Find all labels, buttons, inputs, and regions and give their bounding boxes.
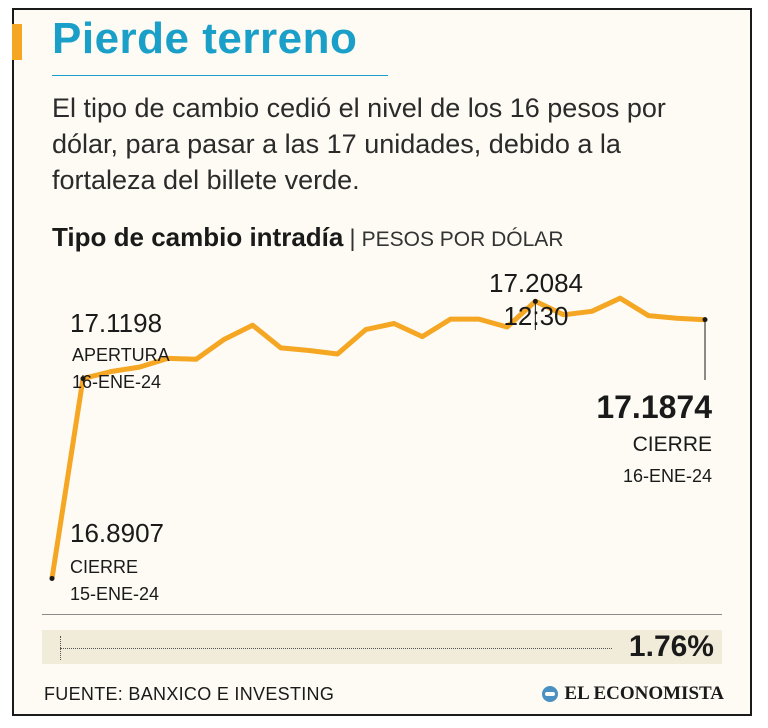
close-value-label: 17.1874 <box>596 389 712 425</box>
change-strip-dotted-line <box>60 648 612 649</box>
source-note: FUENTE: BANXICO E INVESTING <box>44 684 335 704</box>
close-caption-label: CIERRE <box>633 433 712 456</box>
title-accent-bar <box>12 24 22 60</box>
chart-baseline-rule <box>42 614 722 615</box>
change-strip: 1.76% <box>42 630 722 664</box>
open-value-label: 17.1198 <box>70 308 162 338</box>
close-date-label: 16-ENE-24 <box>623 466 712 486</box>
chart-heading: Tipo de cambio intradía | PESOS POR DÓLAR <box>52 222 563 253</box>
chart-heading-separator: | <box>349 225 356 252</box>
page-title: Pierde terreno <box>52 14 358 63</box>
chart-title: Tipo de cambio intradía <box>52 222 344 252</box>
title-underline <box>52 75 388 76</box>
brand-name: EL ECONOMISTA <box>564 683 724 704</box>
start-caption-label: CIERRE <box>70 557 138 577</box>
change-percent-value: 1.76% <box>628 630 714 663</box>
data-point-0 <box>49 575 55 581</box>
start-date-label: 15-ENE-24 <box>70 584 159 604</box>
brand-logo: EL ECONOMISTA <box>542 683 724 705</box>
peak-time-label: 12:30 <box>503 301 568 331</box>
infographic-frame <box>12 8 752 716</box>
start-value-label: 16.8907 <box>70 518 164 548</box>
page-subtitle: El tipo de cambio cedió el nivel de los … <box>52 93 666 195</box>
peak-value-label: 17.2084 <box>489 268 583 298</box>
series-line-usd-mxn <box>49 295 708 581</box>
open-caption-label: APERTURA <box>72 345 170 365</box>
open-date-label: 16-ENE-24 <box>72 372 161 392</box>
chart-unit-label: PESOS POR DÓLAR <box>361 228 564 251</box>
el-economista-logo-icon <box>542 686 559 702</box>
